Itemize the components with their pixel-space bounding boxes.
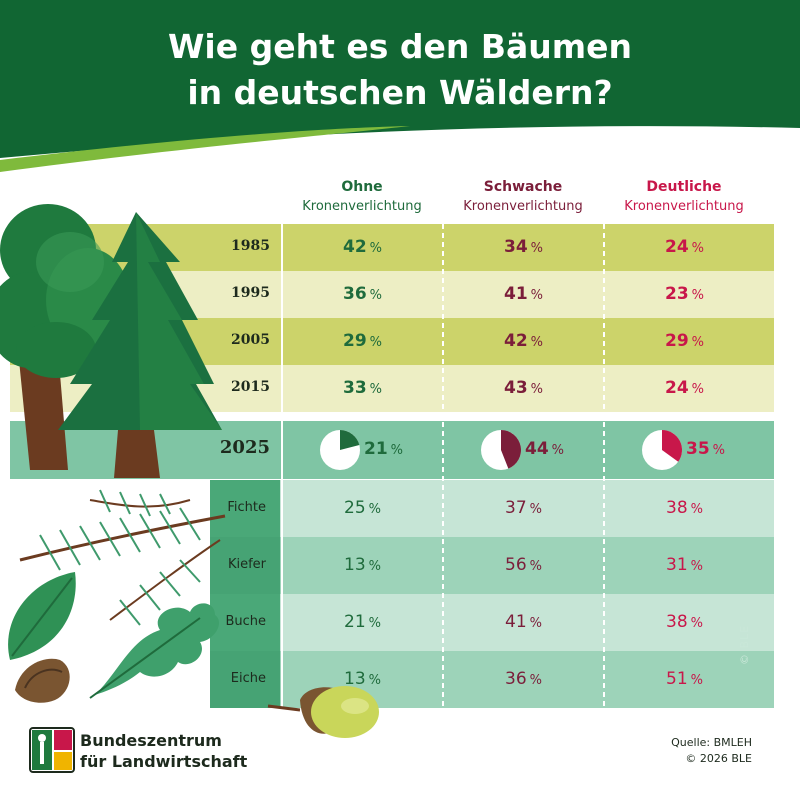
value-cell: 36% — [505, 668, 542, 689]
species-label: Kiefer — [227, 556, 266, 572]
value-cell: 56% — [505, 554, 542, 575]
fir-branch-illustration — [19, 489, 226, 626]
header-band — [0, 0, 800, 158]
value-cell: 43% — [503, 377, 544, 398]
value-cell: 13% — [344, 554, 381, 575]
year-label: 1985 — [231, 237, 270, 254]
source-note: Quelle: BMLEH © 2026 BLE — [671, 736, 752, 765]
current-year-label: 2025 — [219, 437, 270, 458]
value-cell: 33% — [342, 377, 383, 398]
value-cell: 29% — [664, 330, 705, 351]
column-header-subtitle: Kronenverlichtung — [624, 199, 744, 214]
species-label: Fichte — [227, 499, 266, 515]
species-label: Eiche — [230, 670, 266, 686]
fir-tree-illustration — [58, 212, 222, 478]
acorn-illustration — [267, 686, 379, 738]
value-cell: 38% — [666, 497, 703, 518]
value-cell: 24% — [664, 236, 705, 257]
beech-leaf-illustration — [8, 572, 76, 660]
year-label: 2015 — [231, 378, 270, 395]
page-title: Wie geht es den Bäumen in deutschen Wälde… — [167, 27, 632, 112]
column-header-3: Deutliche Kronenverlichtung — [604, 177, 764, 217]
value-cell: 42% — [342, 236, 383, 257]
year-label: 2005 — [231, 331, 270, 348]
species-label: Buche — [225, 613, 266, 629]
value-cell: 38% — [666, 611, 703, 632]
value-cell: 51% — [666, 668, 703, 689]
value-cell: 21% — [344, 611, 381, 632]
value-cell: 23% — [664, 283, 705, 304]
value-cell: 25% — [344, 497, 381, 518]
value-cell: 13% — [344, 668, 381, 689]
value-cell: 24% — [664, 377, 705, 398]
beechnut-illustration — [15, 658, 70, 703]
ble-logo-mark — [29, 727, 75, 773]
value-cell: 42% — [503, 330, 544, 351]
value-cell: 37% — [505, 497, 542, 518]
value-cell: 44% — [525, 439, 565, 459]
value-cell: 21% — [364, 439, 404, 459]
column-header-title: Schwache — [483, 179, 563, 195]
column-header-1: Ohne Kronenverlichtung — [282, 177, 442, 217]
column-header-subtitle: Kronenverlichtung — [463, 199, 583, 214]
column-header-subtitle: Kronenverlichtung — [302, 199, 422, 214]
value-cell: 41% — [505, 611, 542, 632]
watermark: © BLE — [738, 624, 751, 665]
oak-leaf-illustration — [89, 603, 220, 699]
value-cell: 29% — [342, 330, 383, 351]
column-separators — [281, 224, 605, 708]
value-cell: 35% — [686, 439, 726, 459]
column-header-title: Deutliche — [646, 179, 722, 195]
year-label: 1995 — [231, 284, 270, 301]
column-header-title: Ohne — [341, 179, 383, 195]
logo-text: Bundeszentrum für Landwirtschaft — [80, 731, 248, 771]
value-cell: 41% — [503, 283, 544, 304]
value-cell: 31% — [666, 554, 703, 575]
column-header-2: Schwache Kronenverlichtung — [443, 177, 603, 217]
value-cell: 36% — [342, 283, 383, 304]
value-cell: 34% — [503, 236, 544, 257]
